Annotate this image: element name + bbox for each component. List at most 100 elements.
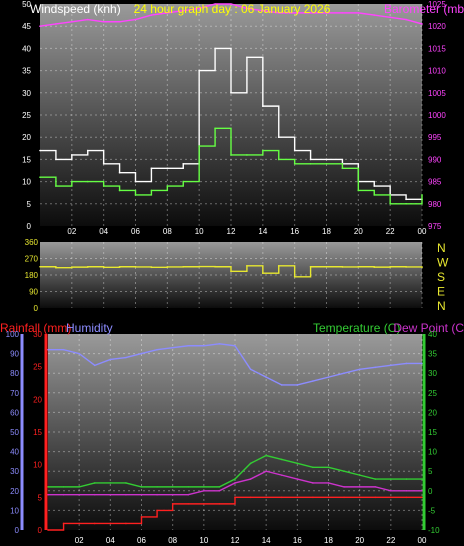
wind-direction-line-point	[293, 276, 296, 278]
windspeed-line-point	[262, 105, 264, 107]
compass-letter: E	[437, 285, 445, 299]
windspeed-line-point	[86, 149, 89, 152]
dewpoint-line-point	[125, 493, 127, 496]
gust-line-point	[86, 180, 89, 183]
wind-direction-line-point	[39, 265, 41, 268]
gust-line-point	[55, 185, 57, 187]
gust-line-point	[39, 176, 41, 178]
rainfall-line-point	[265, 496, 267, 499]
barometer-line-point	[182, 9, 185, 12]
gust-line-point	[198, 145, 200, 147]
windspeed-tick-label: 35	[22, 67, 31, 76]
dewpoint-line-point	[156, 493, 158, 496]
humidity-tick-label: 30	[10, 467, 19, 476]
direction-tick-label: 90	[29, 288, 38, 297]
wind-direction-line-point	[246, 265, 248, 267]
temperature-line-point	[312, 466, 314, 469]
bottom-panel-grid	[48, 334, 423, 530]
rainfall-tick-label: 25	[33, 363, 42, 372]
barometer-line-point	[293, 12, 296, 14]
wind-direction-line-point	[230, 270, 232, 273]
temperature-line-point	[218, 486, 221, 488]
barometer-tick-label: 1000	[428, 111, 446, 120]
x-tick-label: 06	[137, 536, 146, 545]
windspeed-line-point	[325, 158, 328, 161]
wind-direction-line-point	[134, 266, 137, 268]
gust-line-point	[214, 127, 216, 130]
temperature-tick-label: 40	[428, 330, 437, 339]
humidity-line-point	[234, 344, 236, 347]
humidity-line-point	[171, 346, 174, 349]
wind-direction-line-point	[421, 266, 423, 269]
windspeed-line-point	[118, 171, 121, 174]
dewpoint-line-point	[234, 482, 236, 484]
gust-line-point	[357, 189, 360, 192]
barometer-tick-label: 1005	[428, 89, 446, 98]
rainfall-line-point	[156, 509, 158, 512]
temperature-line-point	[280, 458, 283, 461]
temperature-line-point	[125, 482, 127, 484]
gust-line-point	[277, 158, 280, 161]
humidity-line-point	[374, 366, 377, 369]
humidity-line-point	[265, 376, 267, 378]
humidity-line-point	[125, 356, 127, 359]
temperature-line-point	[358, 474, 361, 476]
direction-tick-label: 0	[34, 304, 39, 313]
temperature-line-point	[405, 478, 408, 480]
windspeed-line-point	[182, 163, 185, 165]
wind-direction-line-point	[214, 265, 216, 268]
humidity-tick-label: 70	[10, 389, 19, 398]
rainfall-line-point	[343, 496, 345, 499]
barometer-line-point	[277, 12, 280, 14]
barometer-line-point	[357, 12, 360, 14]
windspeed-line-point	[39, 149, 41, 152]
rainfall-line-point	[358, 496, 361, 499]
rainfall-tick-label: 15	[33, 428, 42, 437]
x-tick-label: 14	[258, 227, 267, 236]
barometer-axis-label: Barometer (mb)	[384, 2, 464, 16]
humidity-line-point	[296, 384, 299, 386]
gust-line-point	[405, 203, 407, 205]
temperature-line-point	[93, 482, 96, 484]
barometer-line-point	[214, 3, 216, 5]
x-tick-label: 18	[322, 227, 331, 236]
dewpoint-line-point	[249, 478, 252, 480]
humidity-line-point	[62, 348, 65, 351]
barometer-line-point	[341, 12, 344, 14]
rainfall-line-point	[203, 503, 205, 505]
barometer-line-point	[86, 18, 89, 21]
compass-letter: N	[437, 299, 446, 313]
barometer-line-point	[262, 9, 264, 12]
wind-direction-line-point	[357, 265, 360, 268]
barometer-line-point	[389, 16, 391, 19]
dewpoint-line-point	[171, 493, 174, 496]
bottom-panel-plot	[47, 343, 423, 531]
wind-direction-line-point	[166, 266, 169, 268]
x-tick-label: 16	[290, 227, 299, 236]
humidity-line-point	[140, 352, 143, 355]
dewpoint-line-point	[62, 493, 65, 496]
humidity-tick-label: 10	[10, 506, 19, 515]
humidity-tick-label: 50	[10, 428, 19, 437]
windspeed-line-point	[277, 136, 280, 138]
direction-tick-label: 360	[25, 238, 39, 247]
wind-direction-line-point	[102, 266, 105, 269]
windspeed-tick-label: 25	[22, 111, 31, 120]
temperature-tick-label: 20	[428, 408, 437, 417]
windspeed-line-point	[214, 47, 216, 50]
windspeed-line-point	[134, 180, 137, 183]
humidity-line-point	[280, 384, 283, 386]
humidity-line-point	[47, 348, 49, 351]
rainfall-line-point	[327, 496, 330, 499]
dewpoint-line-point	[374, 486, 377, 488]
rainfall-axis-label: Rainfall (mm)	[0, 321, 71, 335]
x-tick-label: 20	[354, 227, 363, 236]
x-tick-label: 20	[355, 536, 364, 545]
dewpoint-line-point	[327, 482, 330, 484]
x-tick-label: 10	[195, 227, 204, 236]
windspeed-line-point	[102, 163, 105, 165]
rainfall-line-point	[421, 496, 423, 499]
direction-panel-grid	[40, 242, 423, 308]
rainfall-line-point	[249, 496, 252, 499]
temperature-tick-label: 30	[428, 369, 437, 378]
